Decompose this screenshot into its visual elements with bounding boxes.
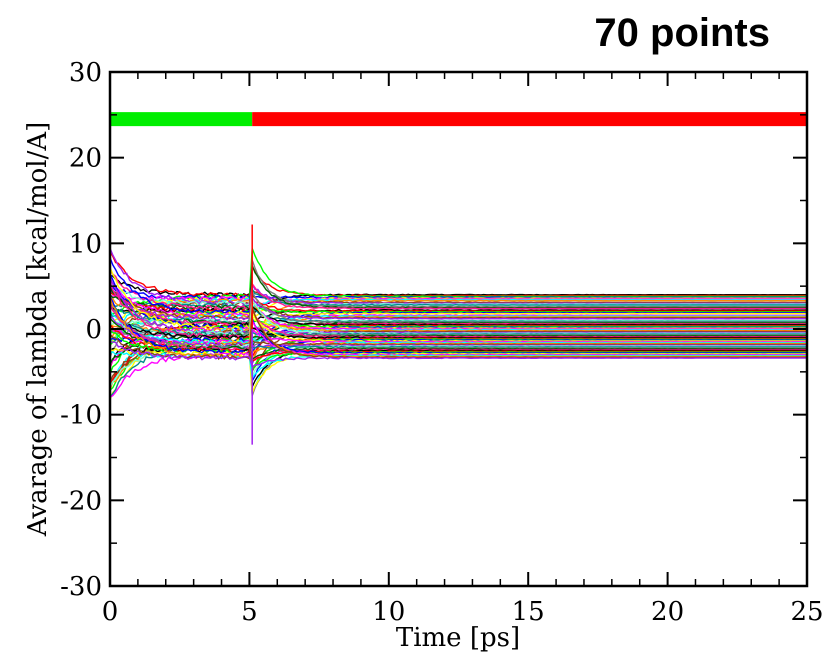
series-line	[110, 306, 807, 324]
x-tick-label: 20	[651, 597, 684, 627]
y-tick-label: 30	[69, 58, 102, 88]
chart-annotation: 70 points	[594, 11, 770, 55]
y-tick-label: 10	[69, 229, 102, 259]
series-line	[110, 336, 807, 384]
series-line	[110, 327, 807, 388]
series-layer	[110, 224, 807, 445]
series-line	[110, 310, 807, 400]
series-line	[110, 299, 807, 334]
series-line	[110, 289, 807, 321]
series-line	[110, 251, 807, 298]
x-tick-label: 10	[372, 597, 405, 627]
y-tick-label: -30	[60, 572, 102, 602]
series-line	[110, 311, 807, 340]
series-line	[110, 269, 807, 311]
series-line	[110, 337, 807, 391]
series-line	[110, 287, 807, 349]
series-line	[110, 274, 807, 318]
axis-ticks: 0 5 10 15 20 25 -30 -20 -10 0 10 20 30	[60, 58, 823, 627]
series-line	[110, 329, 807, 386]
x-tick-label: 25	[790, 597, 823, 627]
y-tick-label: 0	[85, 315, 102, 345]
series-line	[110, 297, 807, 334]
series-line	[110, 282, 807, 348]
series-line	[110, 295, 807, 330]
series-line	[110, 341, 807, 369]
series-line	[110, 310, 807, 394]
series-line	[110, 279, 807, 333]
y-axis-title: Avarage of lambda [kcal/mol/A]	[23, 122, 53, 538]
series-line	[110, 323, 807, 368]
series-line	[110, 248, 807, 318]
series-line	[110, 324, 807, 362]
plot-area	[110, 112, 807, 445]
series-line	[110, 317, 807, 375]
y-tick-label: -10	[60, 401, 102, 431]
x-axis-title: Time [ps]	[396, 623, 520, 653]
y-tick-label: 20	[69, 144, 102, 174]
series-line	[110, 347, 807, 394]
series-line	[110, 265, 807, 312]
x-tick-label: 0	[102, 597, 119, 627]
y-tick-label: -20	[60, 486, 102, 516]
series-line	[110, 303, 807, 397]
series-line	[110, 315, 807, 349]
series-line	[110, 329, 807, 372]
series-line	[110, 298, 807, 344]
series-line	[110, 284, 807, 300]
x-tick-label: 15	[512, 597, 545, 627]
series-line	[110, 317, 807, 333]
x-tick-label: 5	[241, 597, 258, 627]
